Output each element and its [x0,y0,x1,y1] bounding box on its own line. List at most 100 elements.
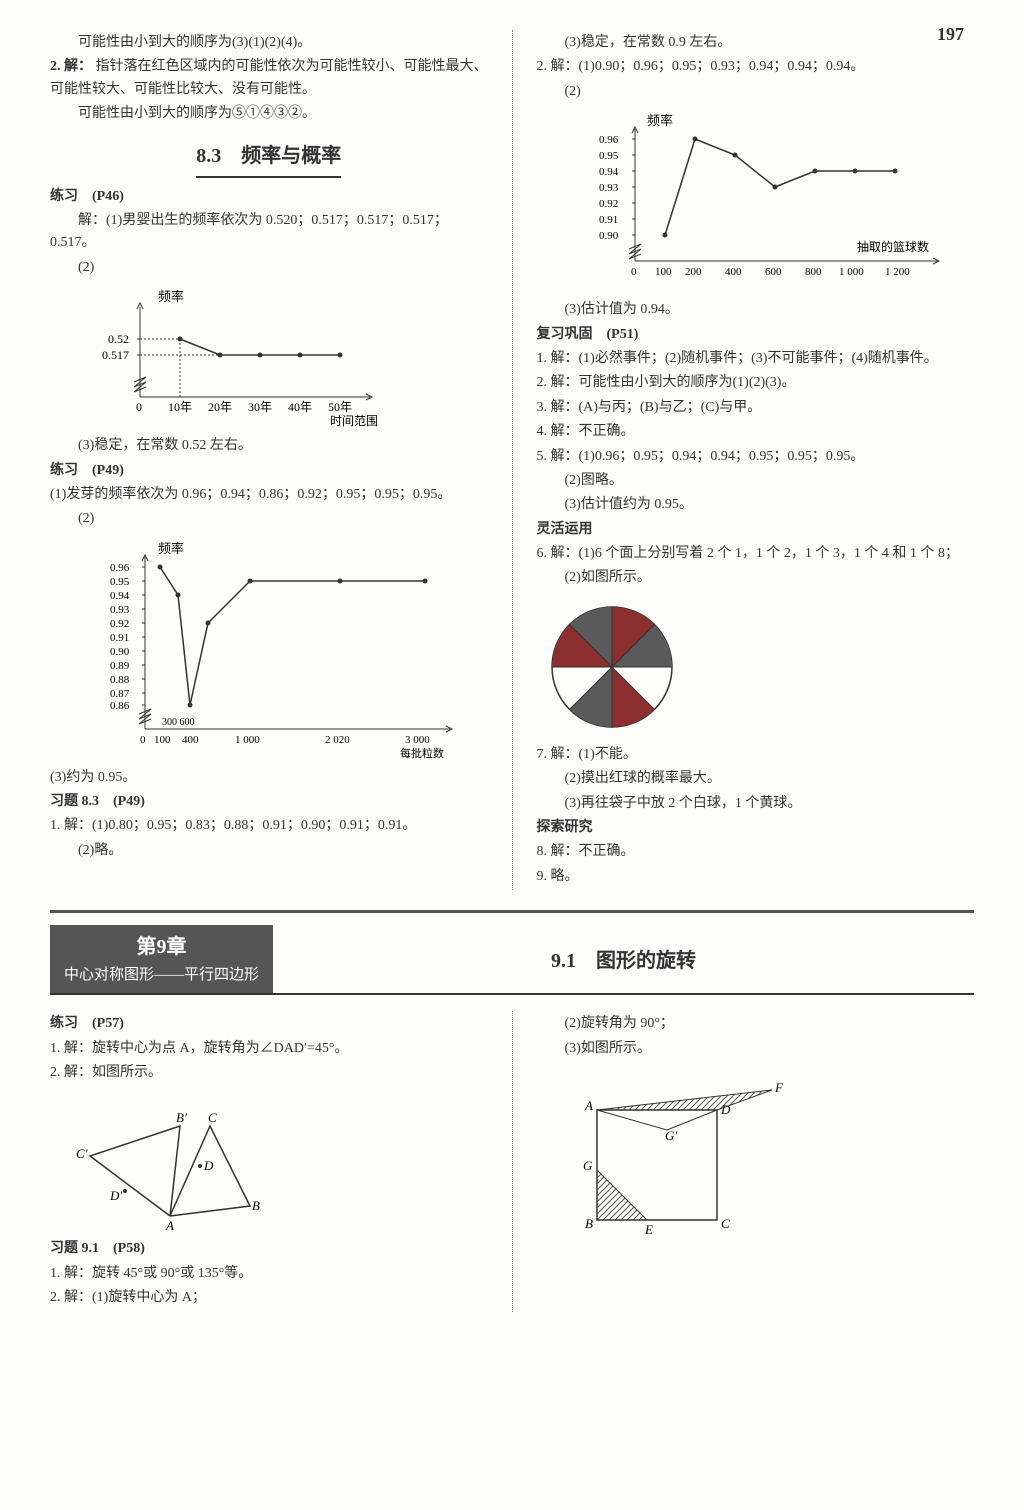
svg-text:50年: 50年 [328,400,352,414]
svg-text:0.95: 0.95 [110,576,130,588]
svg-text:G: G [583,1158,593,1173]
svg-text:30年: 30年 [248,400,272,414]
svg-text:400: 400 [725,266,742,278]
svg-text:0.91: 0.91 [110,632,129,644]
fx5: 5. 解：(1)0.96；0.95；0.94；0.94；0.95；0.95；0.… [537,446,975,468]
svg-text:0.96: 0.96 [110,562,130,574]
svg-text:B: B [585,1216,593,1231]
fx5b: (2)图略。 [537,470,975,492]
r-chart-label: (2) [537,81,975,103]
item-2-text: 指针落在红色区域内的可能性依次为可能性较小、可能性最大、可能性较大、可能性比较大… [50,59,488,96]
svg-text:A: A [165,1218,174,1233]
svg-text:B: B [252,1198,260,1213]
r2: 2. 解：(1)0.90；0.96；0.95；0.93；0.94；0.94；0.… [537,56,975,78]
svg-text:0.91: 0.91 [599,214,618,226]
svg-text:800: 800 [805,266,822,278]
section-8-3-title: 8.3 频率与概率 [196,140,341,178]
section-9-1-title: 9.1 图形的旋转 [551,945,696,981]
upper-columns: 可能性由小到大的顺序为(3)(1)(2)(4)。 2. 解： 指针落在红色区域内… [50,30,974,913]
svg-text:0.94: 0.94 [110,590,130,602]
svg-text:100: 100 [154,734,171,746]
rotation-figure-2: A D B C E F G G′ [537,1070,975,1240]
xt83-2: (2)略。 [50,840,488,862]
svg-text:频率: 频率 [158,541,184,556]
svg-text:D: D [720,1102,731,1117]
svg-text:D: D [203,1158,214,1173]
svg-text:0.86: 0.86 [110,700,130,712]
fx8: 8. 解：不正确。 [537,841,975,863]
svg-text:0.90: 0.90 [110,646,130,658]
svg-text:0: 0 [136,400,142,414]
svg-text:C: C [721,1216,730,1231]
svg-text:40年: 40年 [288,400,312,414]
fx6b: (2)如图所示。 [537,567,975,589]
svg-text:频率: 频率 [647,113,673,128]
svg-text:0: 0 [140,734,146,746]
rotation-figure-1: A B C D B′ C′ D′ [50,1086,488,1236]
p46-3: (3)稳定，在常数 0.52 左右。 [50,435,488,457]
svg-text:A: A [584,1098,593,1113]
flexible-use: 灵活运用 [537,519,975,541]
fx7c: (3)再往袋子中放 2 个白球，1 个黄球。 [537,793,975,815]
svg-text:20年: 20年 [208,400,232,414]
svg-text:每批粒数: 每批粒数 [400,746,444,759]
br2: (2)旋转角为 90°； [537,1013,975,1035]
research: 探索研究 [537,817,975,839]
fx3: 3. 解：(A)与丙；(B)与乙；(C)与甲。 [537,397,975,419]
fx4: 4. 解：不正确。 [537,421,975,443]
svg-text:0.90: 0.90 [599,230,619,242]
svg-text:0.92: 0.92 [110,618,129,630]
p46-1: 解：(1)男婴出生的频率依次为 0.520；0.517；0.517；0.517；… [50,210,488,255]
page-number: 197 [937,20,964,49]
exercise-9-1: 习题 9.1 (P58) [50,1238,488,1260]
svg-text:100: 100 [655,266,672,278]
bottom-left: 练习 (P57) 1. 解：旋转中心为点 A，旋转角为∠DAD′=45°。 2.… [50,1011,488,1311]
fx7b: (2)摸出红球的概率最大。 [537,768,975,790]
svg-text:0.87: 0.87 [110,688,130,700]
fx2: 2. 解：可能性由小到大的顺序为(1)(2)(3)。 [537,372,975,394]
fx5c: (3)估计值约为 0.95。 [537,494,975,516]
item-2b: 可能性由小到大的顺序为⑤①④③②。 [50,103,488,125]
xt83-1: 1. 解：(1)0.80；0.95；0.83；0.88；0.91；0.90；0.… [50,815,488,837]
svg-text:0.96: 0.96 [599,134,619,146]
practice-p57: 练习 (P57) [50,1013,488,1035]
svg-text:0.88: 0.88 [110,674,130,686]
review-p51: 复习巩固 (P51) [537,324,975,346]
chart-1: 频率 0.52 0.517 0 10年 20年 30年 40年 [90,287,488,427]
chapter-9-header: 第9章 中心对称图形——平行四边形 9.1 图形的旋转 [50,925,974,995]
svg-text:300 600: 300 600 [162,717,195,728]
svg-text:C: C [208,1110,217,1125]
chapter-tag: 第9章 中心对称图形——平行四边形 [50,925,273,993]
fx7: 7. 解：(1)不能。 [537,744,975,766]
practice-p46: 练习 (P46) [50,186,488,208]
practice-p49: 练习 (P49) [50,460,488,482]
b2: 2. 解：如图所示。 [50,1062,488,1084]
b1: 1. 解：旋转中心为点 A，旋转角为∠DAD′=45°。 [50,1038,488,1060]
svg-text:抽取的篮球数: 抽取的篮球数 [857,239,929,254]
svg-text:G′: G′ [665,1128,677,1143]
br3: (3)如图所示。 [537,1038,975,1060]
svg-text:2 020: 2 020 [325,734,350,746]
chart-2: 频率 0.96 0.95 0.94 0.93 0.92 0.91 0.90 [90,539,488,759]
p49-1: (1)发芽的频率依次为 0.96；0.94；0.86；0.92；0.95；0.9… [50,484,488,506]
xt91-2: 2. 解：(1)旋转中心为 A； [50,1287,488,1309]
svg-text:1 200: 1 200 [885,266,910,278]
right-column: (3)稳定，在常数 0.9 左右。 2. 解：(1)0.90；0.96；0.95… [537,30,975,890]
svg-text:0.89: 0.89 [110,660,130,672]
column-divider-2 [512,1011,513,1311]
column-divider [512,30,513,890]
svg-text:频率: 频率 [158,289,184,304]
svg-text:400: 400 [182,734,199,746]
chapter-tag-big: 第9章 [64,931,259,963]
xt91-1: 1. 解：旋转 45°或 90°或 135°等。 [50,1263,488,1285]
svg-text:1 000: 1 000 [839,266,864,278]
svg-text:0.95: 0.95 [599,150,619,162]
svg-text:0.93: 0.93 [110,604,130,616]
svg-text:0.94: 0.94 [599,166,619,178]
svg-text:0.93: 0.93 [599,182,619,194]
svg-text:10年: 10年 [168,400,192,414]
p46-2-label: (2) [50,257,488,279]
pie-chart [537,592,975,742]
svg-text:200: 200 [685,266,702,278]
svg-text:0: 0 [631,266,637,278]
